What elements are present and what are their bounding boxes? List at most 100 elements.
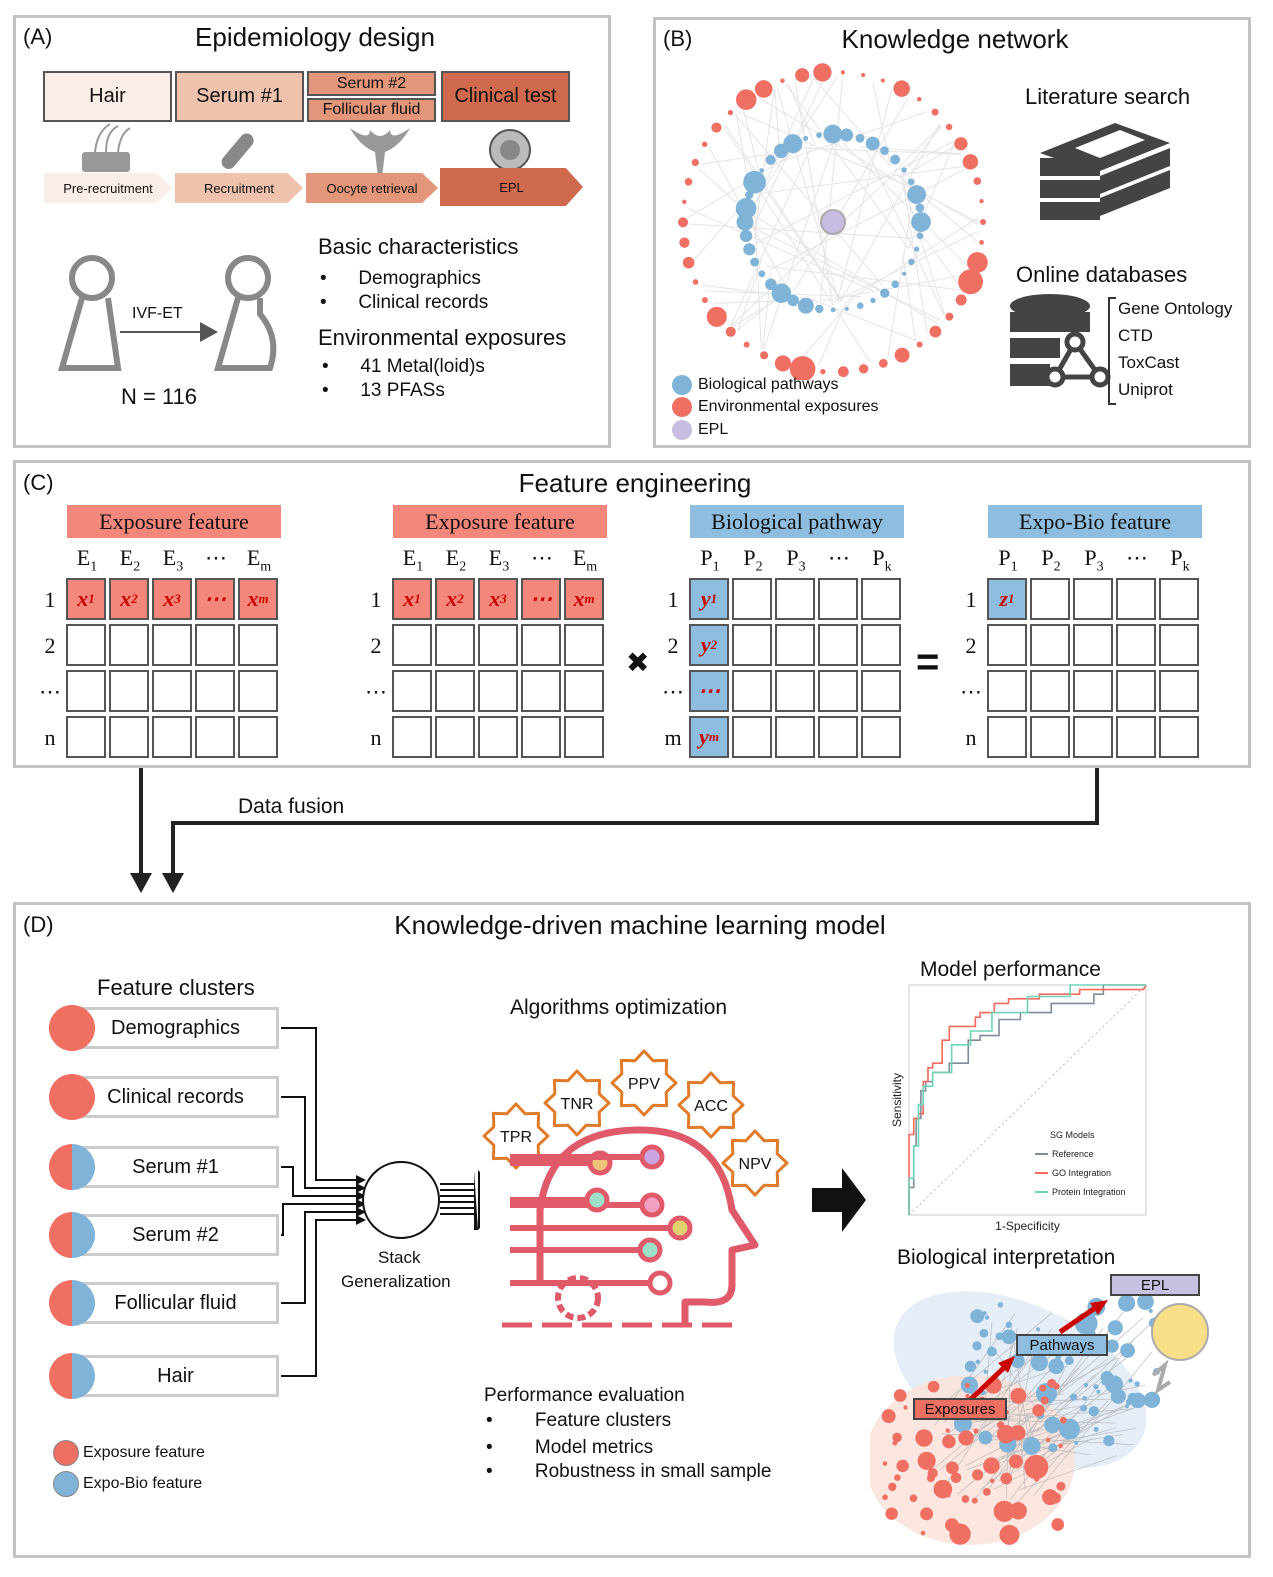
matrix-cell [1159,578,1199,620]
exposure-node [945,1518,959,1533]
matrix-row-label: ⋯ [365,679,387,704]
circuit-node [637,1237,663,1263]
exposure-node [979,198,984,204]
connector-arrowhead [356,1215,366,1225]
knowledge-network-graph [677,63,988,380]
panel-b-title: Knowledge network [841,24,1069,54]
column-header-base: P [872,545,885,570]
gear-label: NPV [739,1156,772,1173]
pathway-node [797,297,814,314]
exposure-to-pathway-arrow [968,1360,1012,1402]
pathway-node [743,243,756,256]
matrix-row-label: 2 [667,633,679,658]
pathway-node [911,212,931,232]
exposure-node [982,1488,991,1496]
exposure-node [885,1507,898,1520]
cell-symbol: x [446,586,458,611]
sample-follicular-fluid: Follicular fluid [307,98,436,122]
exposure-node [945,1428,950,1433]
column-header-base: P [700,545,713,570]
network-edge [1020,1455,1118,1490]
gear-icon-npv [721,1129,789,1197]
exposure-node [1010,1387,1027,1404]
exposure-node [933,1479,953,1499]
matrix-cell [818,670,858,712]
pathway-node [983,1369,988,1374]
pathway-node [1148,1308,1153,1313]
cell-symbol: x [489,586,501,611]
roc-chart: 1-Specificity Sensitivity SG Models Referen… [890,984,1147,1233]
network-edge [939,1378,1053,1471]
matrix-cell [392,670,432,712]
exposure-node [706,306,727,327]
data-fusion-label: Data fusion [238,795,345,818]
matrix-row-label: 1 [370,587,382,612]
legend-expo-bio-feature: Expo-Bio feature [53,1471,202,1497]
cell-subscript: m [708,729,719,744]
legend-dot [672,397,692,417]
connector-arrowhead [356,1199,366,1209]
network-edge [688,208,874,292]
column-header-subscript: 2 [755,559,763,575]
embryo-icon [1151,1303,1209,1361]
network-edge [687,223,912,239]
network-edge [1014,1400,1109,1507]
cell-symbol: z [999,586,1009,611]
matrix-column-header: P1 [987,545,1029,575]
exposure-node [945,312,954,321]
basic-item: • Demographics [320,268,481,289]
exposure-node [942,1434,956,1449]
column-header-subscript: 3 [798,559,806,575]
matrix-cell [1116,670,1156,712]
network-edge [776,88,840,302]
exposure-node [880,78,885,83]
gear-label: ACC [694,1098,728,1115]
exposure-node [780,78,785,84]
x-axis-label: 1-Specificity [995,1219,1060,1233]
column-header-subscript: m [260,559,272,575]
column-header-subscript: k [1182,559,1190,575]
network-edge [738,111,904,185]
cell-subscript: 1 [710,591,718,606]
matrix-cell [987,716,1027,758]
pathway-node [765,278,777,291]
pathway-node [902,271,907,276]
roc-curve-protein-integration [908,984,1146,1215]
basic-item: • Clinical records [320,292,489,313]
column-header-base: P [743,545,756,570]
column-header-base: ⋯ [205,545,227,570]
exposure-feature-icon [49,1005,95,1051]
exposure-node [945,1461,959,1475]
column-header-base: E [488,545,503,570]
network-edge [1036,1315,1160,1433]
connector-line [281,1096,358,1189]
pathway-node [915,203,925,213]
exposure-node [840,70,845,75]
network-edge [754,206,762,349]
matrix-cell: ⋯ [195,578,235,620]
pathway-node [787,294,799,307]
pathway-node [964,1360,977,1373]
exposure-node [1051,1518,1065,1531]
pathway-node [1107,1320,1123,1336]
column-header-subscript: 1 [416,559,424,575]
pathway-node [984,1315,990,1320]
matrix-cell [435,670,475,712]
network-edge [887,206,912,357]
matrix-cell [1159,624,1199,666]
exposure-node [692,279,699,285]
sample-serum-1: Serum #1 [175,71,304,122]
matrix-row-label: m [664,725,682,750]
matrix-row-label: 1 [965,587,977,612]
column-header-base: ⋯ [531,545,553,570]
cell-symbol: y [700,632,711,657]
matrix-cell [732,670,772,712]
matrix-column-header: ⋯ [818,545,860,575]
timeline-oocyte-retrieval: Oocyte retrieval [306,173,438,203]
exposure-node [1059,1416,1067,1424]
legend-biological-pathways: Biological pathways [672,375,839,395]
exposure-node [735,89,757,110]
exposure-node [789,356,816,380]
matrix-cell [1159,670,1199,712]
pathway-node [960,1381,965,1387]
